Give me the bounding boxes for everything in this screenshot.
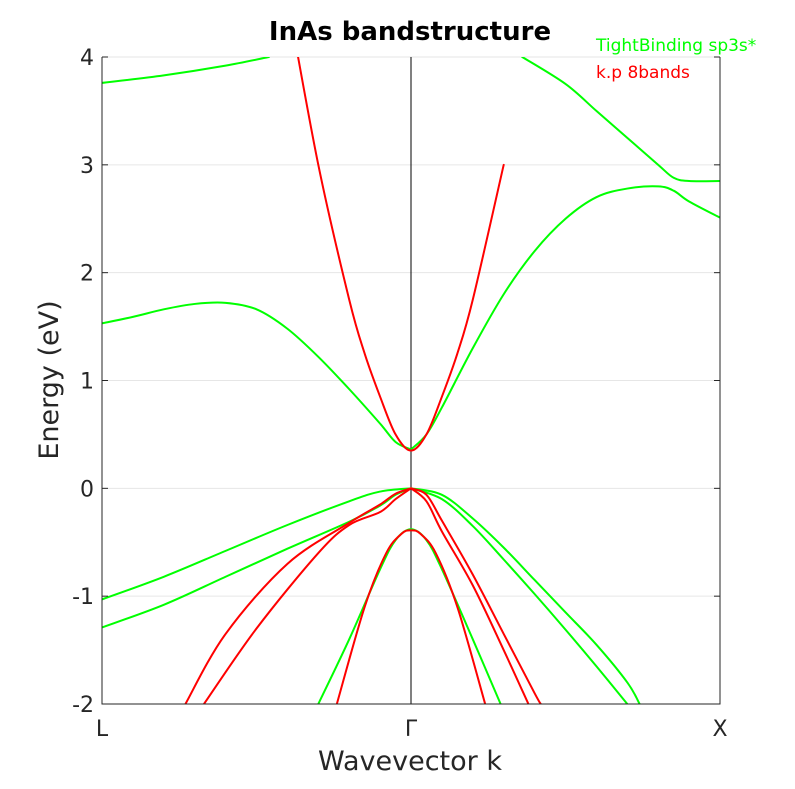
y-tick-label: 3 bbox=[80, 154, 94, 179]
kp-band-line-14 bbox=[335, 529, 487, 704]
y-tick-label: -2 bbox=[72, 693, 94, 718]
legend-entry-kp: k.p 8bands bbox=[596, 63, 690, 83]
kp-band-line-9 bbox=[297, 57, 505, 452]
tb-band-line-0 bbox=[102, 57, 270, 84]
tb-band-line-8 bbox=[317, 528, 502, 704]
y-tick-label: 2 bbox=[80, 262, 94, 287]
tb-band-line-4 bbox=[102, 487, 412, 601]
y-tick-label: 1 bbox=[80, 370, 94, 395]
kp-band-line-11 bbox=[202, 487, 412, 704]
kp-band-line-13 bbox=[410, 487, 530, 704]
tb-band-line-1 bbox=[102, 301, 412, 451]
tb-band-line-6 bbox=[410, 487, 641, 704]
legend-entry-tightbinding: TightBinding sp3s* bbox=[595, 36, 756, 56]
y-tick-label: 0 bbox=[80, 477, 94, 502]
x-tick-label: L bbox=[96, 717, 109, 742]
series-layer bbox=[102, 57, 720, 704]
axes bbox=[101, 56, 721, 705]
tb-band-line-7 bbox=[410, 487, 629, 704]
y-axis-label: Energy (eV) bbox=[34, 300, 65, 459]
kp-band-line-10 bbox=[184, 487, 412, 704]
y-tick-label: 4 bbox=[80, 46, 94, 71]
x-tick-label: X bbox=[712, 717, 727, 742]
y-tick-label: -1 bbox=[72, 585, 94, 610]
x-tick-label: Γ bbox=[405, 717, 418, 742]
tb-band-line-3 bbox=[521, 57, 720, 183]
kp-band-line-12 bbox=[410, 487, 542, 704]
x-axis-label: Wavevector k bbox=[318, 746, 502, 777]
legend: TightBinding sp3s* k.p 8bands bbox=[595, 36, 756, 83]
y-tick-labels: -2 -1 0 1 2 3 4 bbox=[72, 46, 94, 718]
chart-title: InAs bandstructure bbox=[269, 17, 551, 47]
tb-band-line-2 bbox=[410, 185, 720, 451]
